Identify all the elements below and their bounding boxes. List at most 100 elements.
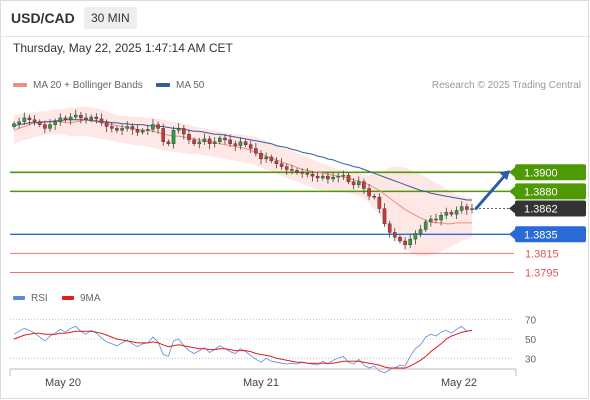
candle-body [197,141,202,144]
candle-body [321,175,325,179]
ma50-swatch-icon [156,83,170,88]
candle-body [212,141,217,144]
level-label-1.3835: 1.3835 [524,229,558,241]
candle-body [120,128,124,131]
candle-body [192,139,196,144]
level-label-1.3815: 1.3815 [525,248,559,260]
candle-body [130,126,135,130]
candle-body [176,128,181,131]
candle-body [454,210,459,215]
candle-body [161,128,166,142]
candle-body [68,116,73,121]
candle-body [145,129,150,131]
candle-body [135,129,140,133]
legend-ma50: MA 50 [156,80,204,91]
level-tag-pointer-icon [509,229,515,240]
candle-body [63,117,68,121]
rsi-tick-70: 70 [525,316,537,327]
candle-body [22,117,27,122]
candle-body [166,141,171,144]
level-label-1.3795: 1.3795 [525,267,559,279]
candle-body [228,139,232,144]
candle-body [187,133,191,141]
candle-body [305,173,310,175]
level-tag-1.3880 [515,183,586,200]
legend-rsi-label: RSI [31,293,48,304]
legend-ma50-label: MA 50 [176,80,205,91]
candle-body [362,181,366,189]
candle-body [465,206,469,210]
rsi-tick-50: 50 [525,335,537,346]
candle-body [259,152,263,160]
candle-body [104,122,109,127]
candle-body [238,141,243,146]
candle-body [27,117,32,121]
candle-body [367,188,371,197]
x-tick-label: May 22 [441,377,477,389]
candle-body [279,163,284,167]
legend-ma20: MA 20 + Bollinger Bands [13,80,143,91]
level-tag-1.3835 [515,226,586,243]
candle-body [43,124,47,129]
rsi-swatch-icon [13,296,25,301]
candle-body [346,174,351,183]
candle-body [326,175,330,180]
rsi-tick-30: 30 [525,354,537,365]
x-tick-label: May 20 [45,377,81,389]
candle-body [418,229,423,234]
level-tag-pointer-icon [509,186,515,197]
candle-body [58,117,63,122]
candle-body [382,208,387,225]
candle-body [37,121,42,125]
candle-body [377,196,382,209]
legend-ma20-label: MA 20 + Bollinger Bands [33,80,143,91]
candle-body [269,156,274,161]
timeframe-badge[interactable]: 30 MIN [84,7,137,29]
rsi-line [13,325,473,374]
level-tag-pointer-icon [509,167,515,178]
level-label-1.3862: 1.3862 [524,204,558,216]
candle-body [310,173,315,177]
candle-body [151,124,155,130]
candle-body [223,137,227,141]
candle-body [413,233,418,240]
candle-body [12,123,16,127]
candle-body [387,223,392,233]
research-credit: Research © 2025 Trading Central [431,80,581,91]
candle-body [79,114,83,119]
candle-body [84,117,88,121]
candle-body [125,126,129,129]
candle-body [290,169,294,171]
candle-body [94,116,99,120]
candle-body [284,166,289,170]
candle-body [315,175,320,179]
candle-body [351,181,356,185]
level-tag-1.3862 [515,200,586,217]
candle-body [254,148,258,154]
ma20-swatch-icon [13,83,27,88]
candle-body [459,206,464,211]
candle-body [449,212,454,215]
legend-ma9-label: 9MA [80,293,101,304]
candle-body [140,130,145,133]
candle-body [357,181,361,185]
forecast-arrowhead-icon [499,170,510,181]
candle-body [181,128,186,135]
candle-body [248,144,253,149]
currency-pair-title: USD/CAD [11,10,75,26]
candle-body [434,218,438,221]
candle-body [115,128,119,131]
candle-body [17,121,21,124]
candle-body [470,208,474,210]
level-tag-pointer-icon [509,203,515,214]
legend-ma9: 9MA [62,293,101,304]
candle-body [217,137,222,142]
candle-body [243,141,248,145]
ma9-swatch-icon [62,296,74,301]
candle-body [233,143,238,146]
candle-body [48,124,52,129]
level-label-1.3900: 1.3900 [524,167,558,179]
candle-body [264,156,269,160]
level-label-1.3880: 1.3880 [524,186,558,198]
